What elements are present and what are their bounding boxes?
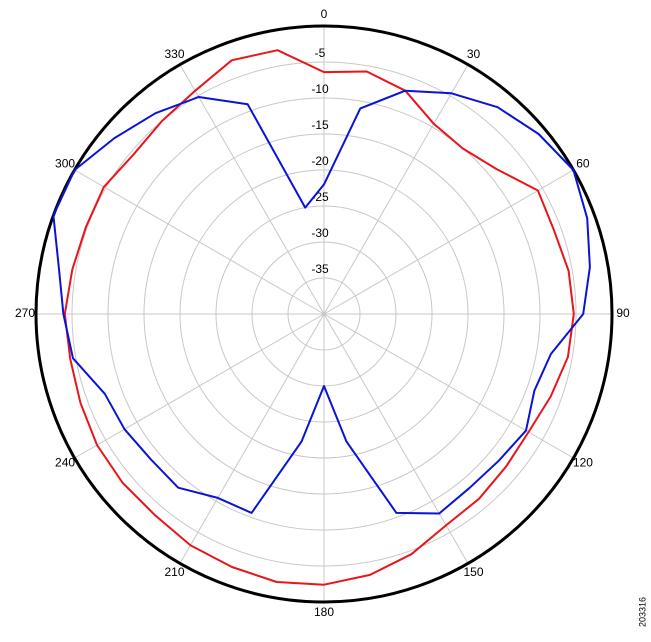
theta-tick-label: 330 bbox=[164, 47, 184, 61]
theta-tick-label: 210 bbox=[164, 565, 184, 579]
ring bbox=[215, 205, 433, 423]
r-tick-label: -30 bbox=[311, 226, 329, 240]
r-tick-label: -5 bbox=[315, 46, 326, 60]
series-line bbox=[63, 49, 575, 586]
ring bbox=[287, 277, 361, 351]
ring bbox=[107, 97, 541, 531]
outer-ring bbox=[34, 24, 614, 604]
r-tick-label: -10 bbox=[311, 82, 329, 96]
r-tick-label: -15 bbox=[311, 118, 329, 132]
figure-id: 203316 bbox=[637, 597, 647, 627]
theta-tick-label: 150 bbox=[463, 565, 483, 579]
theta-tick-label: 270 bbox=[15, 306, 35, 320]
theta-tick-label: 180 bbox=[314, 605, 334, 619]
theta-tick-label: 60 bbox=[576, 157, 590, 171]
theta-tick-label: 90 bbox=[616, 306, 630, 320]
r-tick-label: -35 bbox=[311, 262, 329, 276]
theta-tick-label: 120 bbox=[573, 456, 593, 470]
theta-tick-label: 240 bbox=[55, 456, 75, 470]
ring bbox=[71, 61, 577, 567]
r-tick-label: -20 bbox=[311, 154, 329, 168]
theta-tick-label: 0 bbox=[321, 7, 328, 21]
ring bbox=[143, 133, 505, 495]
theta-tick-label: 30 bbox=[467, 47, 481, 61]
series-line bbox=[52, 89, 591, 515]
theta-tick-label: 300 bbox=[55, 157, 75, 171]
ring bbox=[179, 169, 469, 459]
